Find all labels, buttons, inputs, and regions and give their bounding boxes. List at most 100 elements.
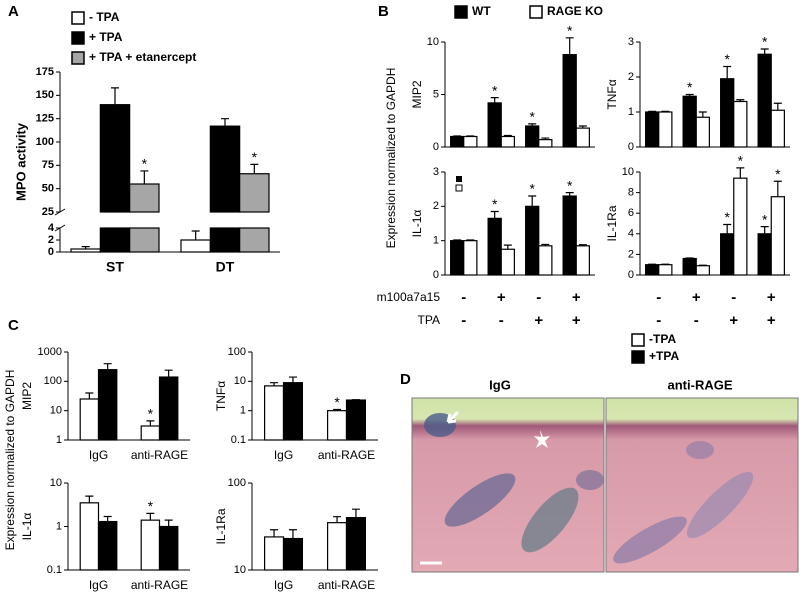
bar [328,523,347,570]
condition-sign: + [497,289,506,306]
significance-mark: * [762,34,768,50]
condition-sign: - [731,289,736,306]
y-tick-label: 10 [50,477,62,489]
bar [141,520,159,570]
legend-label: + TPA [89,30,123,44]
bar [181,240,210,252]
legend-label: - TPA [89,10,120,24]
y-tick-label: 8 [628,187,634,199]
bar [160,377,178,440]
error-bar [761,227,769,234]
y-tick-label: 1 [56,434,62,446]
y-tick-label: 1 [56,520,62,532]
y-axis-label: IL-1α [410,210,424,238]
shared-y-label: Expression normalized to GAPDH [3,370,17,551]
significance-mark: * [334,394,340,410]
y-tick-label: 100 [36,136,54,148]
y-tick-label: 10 [234,564,246,576]
error-bar [566,38,574,55]
y-axis-label: IL-1Ra [214,508,228,544]
bar [539,246,552,275]
bar [771,110,784,147]
bar [501,249,514,275]
bar [758,54,771,147]
error-bar [333,517,341,523]
image-label: IgG [489,377,511,392]
significance-mark: * [148,406,154,422]
y-tick-label: 2 [433,200,439,212]
legend-label: -TPA [649,332,676,346]
y-tick-label: 25 [42,206,54,218]
x-tick-label: IgG [89,578,108,592]
condition-sign: - [656,312,661,329]
error-bar [648,264,656,265]
condition-sign: + [729,312,738,329]
legend-swatch [72,52,84,64]
condition-sign: + [534,312,543,329]
error-bar [165,520,173,526]
bar [328,411,347,440]
error-bar [221,119,229,126]
significance-mark: * [142,156,148,172]
y-axis-label: TNFα [605,79,619,109]
y-axis-label: TNFα [214,381,228,411]
bar [771,197,784,275]
error-bar [140,171,148,184]
y-axis-label: MIP2 [410,80,424,108]
shared-y-label: Expression normalized to GAPDH [384,68,398,249]
bar [576,128,589,147]
error-bar [192,231,200,240]
significance-mark: * [529,181,535,197]
condition-sign: - [461,312,466,329]
condition-label: TPA [418,313,440,327]
bar [130,228,159,252]
y-tick-label: 10 [234,375,246,387]
condition-label: m100a7a15 [377,290,441,304]
significance-mark: * [529,109,535,125]
bar [240,228,269,252]
bar [488,218,501,275]
y-tick-label: 0 [433,269,439,281]
y-tick-label: 75 [42,159,54,171]
x-tick-label: IgG [89,448,108,462]
condition-sign: - [499,312,504,329]
legend-label: + TPA + etanercept [89,50,196,64]
bar [160,527,178,571]
panel-label: A [8,3,19,20]
error-bar [723,67,731,79]
bar [721,79,734,147]
bar [464,241,477,275]
condition-sign: + [767,312,776,329]
error-bar [352,509,360,517]
error-bar [466,240,474,241]
bar [683,259,696,275]
y-tick-label: 50 [42,183,54,195]
significance-mark: * [492,196,498,212]
error-bar [250,164,258,173]
bar [100,228,129,252]
legend-swatch [632,351,644,363]
y-tick-label: 100 [228,477,246,489]
x-tick-label: ST [106,259,124,275]
panel-label: B [378,3,389,20]
bar [683,96,696,147]
condition-sign: + [572,289,581,306]
bar [240,174,269,212]
condition-sign: + [692,289,701,306]
condition-sign: + [767,289,776,306]
panel-label: D [400,371,411,388]
error-bar [289,530,297,539]
panel-label: C [8,317,19,334]
y-tick-label: 1 [240,405,246,417]
y-tick-label: 0.1 [47,564,62,576]
y-tick-label: 2 [628,71,634,83]
bar [71,249,100,252]
bar [659,265,672,275]
bar [758,234,771,275]
legend-swatch [455,6,467,18]
bar [526,126,539,147]
error-bar [528,196,536,206]
y-tick-label: 150 [36,89,54,101]
bar [539,140,552,147]
